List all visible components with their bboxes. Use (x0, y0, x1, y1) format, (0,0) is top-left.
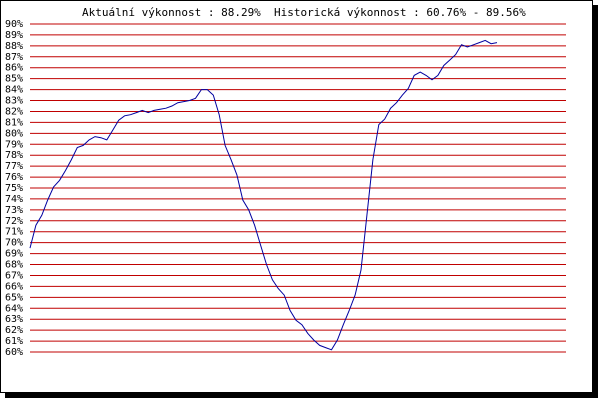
y-tick-label: 88% (5, 41, 23, 52)
y-tick-label: 82% (5, 106, 23, 117)
y-tick-label: 61% (5, 336, 23, 347)
y-tick-label: 74% (5, 194, 23, 205)
y-tick-label: 79% (5, 139, 23, 150)
y-tick-label: 84% (5, 85, 23, 96)
y-tick-label: 83% (5, 96, 23, 107)
y-tick-label: 76% (5, 172, 23, 183)
y-tick-label: 77% (5, 161, 23, 172)
y-tick-label: 78% (5, 150, 23, 161)
frame (0, 0, 593, 393)
y-tick-label: 63% (5, 314, 23, 325)
y-tick-label: 65% (5, 292, 23, 303)
y-tick-label: 64% (5, 303, 23, 314)
y-tick-label: 90% (5, 19, 23, 30)
y-tick-label: 80% (5, 128, 23, 139)
y-tick-label: 87% (5, 52, 23, 63)
y-tick-label: 67% (5, 270, 23, 281)
y-tick-label: 72% (5, 216, 23, 227)
y-tick-label: 81% (5, 117, 23, 128)
line (29, 39, 498, 351)
y-tick-label: 68% (5, 260, 23, 271)
y-tick-label: 89% (5, 30, 23, 41)
y-tick-label: 69% (5, 249, 23, 260)
y-tick-label: 60% (5, 347, 23, 358)
y-tick-label: 86% (5, 63, 23, 74)
y-tick-label: 75% (5, 183, 23, 194)
y-tick-label: 73% (5, 205, 23, 216)
chart-title: Aktuální výkonnost : 88.29% Historická v… (82, 6, 526, 19)
y-tick-label: 71% (5, 227, 23, 238)
y-tick-label: 62% (5, 325, 23, 336)
y-tick-label: 85% (5, 74, 23, 85)
y-tick-label: 70% (5, 238, 23, 249)
y-tick-label: 66% (5, 281, 23, 292)
